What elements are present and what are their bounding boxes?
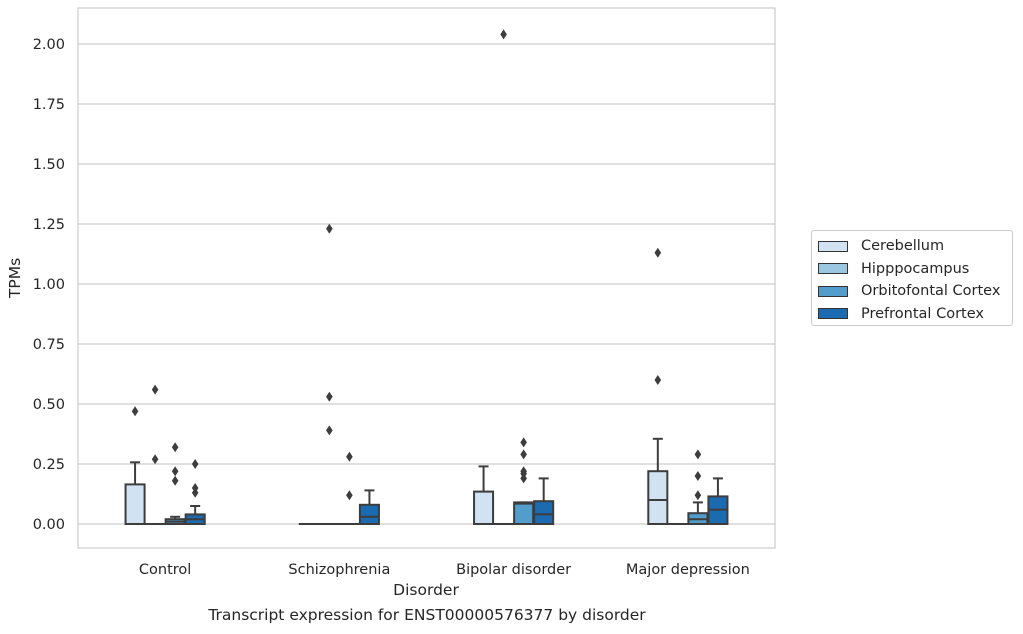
outlier-point bbox=[654, 247, 662, 258]
box-series-group bbox=[124, 29, 729, 526]
y-tick-label: 1.75 bbox=[33, 97, 65, 113]
x-tick-labels: Control Schizophrenia Bipolar disorder Majo… bbox=[139, 562, 750, 578]
grid-lines bbox=[78, 43, 775, 525]
x-axis-label: Disorder bbox=[393, 581, 459, 599]
outlier-point bbox=[694, 471, 702, 481]
outlier-point bbox=[346, 490, 353, 501]
y-tick-labels: 0.00 0.25 0.50 0.75 1.00 1.25 1.50 1.75 2.00 bbox=[33, 37, 65, 533]
outlier-point bbox=[520, 449, 527, 460]
chart-caption: Transcript expression for ENST0000057637… bbox=[208, 606, 646, 624]
outlier-point bbox=[520, 437, 527, 448]
box-cerebellum bbox=[124, 483, 146, 525]
outlier-point bbox=[151, 384, 159, 395]
series-hipppocampus bbox=[144, 29, 689, 526]
outlier-point bbox=[694, 449, 702, 460]
box-orbitofontal-cortex bbox=[513, 501, 535, 525]
y-tick-label: 0.00 bbox=[33, 517, 65, 533]
plot-area-frame bbox=[77, 7, 776, 549]
outlier-point bbox=[191, 483, 199, 493]
legend-item-prefrontal-cortex: Prefrontal Cortex bbox=[818, 303, 1012, 326]
y-tick-label: 1.25 bbox=[33, 217, 65, 233]
outlier-point bbox=[694, 490, 702, 501]
series-orbitofontal-cortex bbox=[164, 437, 709, 526]
series-cerebellum bbox=[124, 247, 669, 526]
y-tick-label: 0.25 bbox=[33, 457, 65, 473]
box-prefrontal-cortex bbox=[358, 503, 380, 525]
outlier-point bbox=[326, 425, 333, 436]
legend-item-cerebellum: Cerebellum bbox=[818, 235, 1012, 258]
outlier-point bbox=[191, 459, 199, 469]
y-axis-label: TPMs bbox=[6, 258, 24, 299]
outlier-point bbox=[520, 466, 527, 477]
outlier-point bbox=[326, 223, 333, 234]
series-prefrontal-cortex bbox=[184, 459, 729, 526]
box-cerebellum bbox=[473, 490, 495, 526]
legend-item-hippocampus: Hipppocampus bbox=[818, 258, 1012, 281]
y-tick-label: 0.75 bbox=[33, 337, 65, 353]
outlier-point bbox=[500, 29, 507, 40]
y-tick-label: 0.50 bbox=[33, 397, 65, 413]
y-tick-label: 1.00 bbox=[33, 277, 65, 293]
legend-label-prefrontal-cortex: Prefrontal Cortex bbox=[861, 305, 984, 322]
outlier-point bbox=[131, 406, 139, 417]
outlier-point bbox=[171, 466, 179, 477]
outlier-point bbox=[171, 475, 179, 486]
legend-label-orbitofrontal-cortex: Orbitofontal Cortex bbox=[861, 283, 1001, 300]
y-tick-label: 2.00 bbox=[33, 37, 65, 53]
legend-label-cerebellum: Cerebellum bbox=[861, 238, 945, 255]
outlier-point bbox=[346, 451, 353, 462]
outlier-point bbox=[654, 375, 662, 385]
outlier-point bbox=[151, 454, 159, 465]
legend-swatch-hippocampus bbox=[818, 263, 848, 275]
legend-swatch-orbitofrontal-cortex bbox=[818, 285, 848, 297]
outlier-point bbox=[171, 442, 179, 453]
outlier-point bbox=[326, 391, 333, 402]
legend-swatch-prefrontal-cortex bbox=[818, 308, 848, 320]
x-tick-label: Major depression bbox=[626, 562, 750, 578]
x-tick-label: Control bbox=[139, 562, 191, 578]
x-tick-label: Schizophrenia bbox=[288, 562, 390, 578]
legend-label-hippocampus: Hipppocampus bbox=[861, 260, 970, 277]
legend-item-orbitofrontal-cortex: Orbitofontal Cortex bbox=[818, 280, 1012, 303]
legend-swatch-cerebellum bbox=[818, 240, 848, 252]
box-prefrontal-cortex bbox=[533, 500, 555, 526]
legend: Cerebellum Hipppocampus Orbitofontal Cor… bbox=[811, 230, 1013, 326]
box-cerebellum bbox=[647, 470, 669, 526]
y-tick-label: 1.50 bbox=[33, 157, 65, 173]
x-tick-label: Bipolar disorder bbox=[456, 562, 571, 578]
